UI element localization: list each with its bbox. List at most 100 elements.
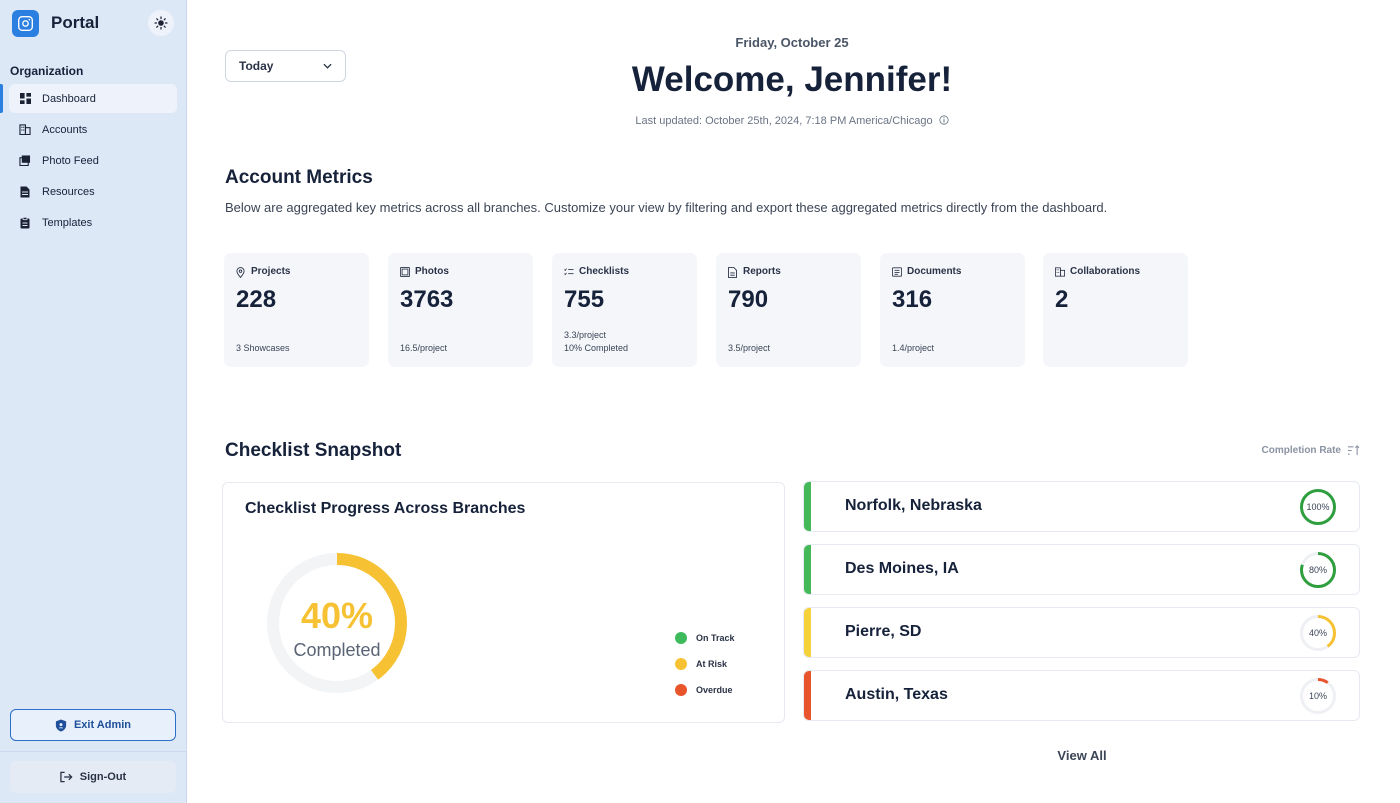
sidebar-item-label: Accounts [42, 123, 88, 136]
metric-card-collaborations[interactable]: Collaborations 2 [1043, 253, 1188, 367]
branch-percent: 100% [1306, 502, 1330, 512]
date-range-value: Today [239, 59, 274, 73]
status-bar [804, 608, 811, 657]
branch-row-pierre[interactable]: Pierre, SD 40% [803, 607, 1360, 658]
legend-dot [675, 658, 687, 670]
brand: Portal [12, 9, 174, 37]
sidebar-item-dashboard[interactable]: Dashboard [0, 84, 177, 113]
clipboard-icon [19, 216, 31, 229]
sign-out-label: Sign-Out [79, 771, 127, 783]
branch-row-norfolk[interactable]: Norfolk, Nebraska 100% [803, 481, 1360, 532]
grid-icon [19, 93, 31, 105]
divider [0, 751, 187, 752]
metric-card-reports[interactable]: Reports 790 3.5/project [716, 253, 861, 367]
sidebar-nav: Dashboard Accounts Photo Feed Resources … [0, 84, 187, 239]
branch-row-austin[interactable]: Austin, Texas 10% [803, 670, 1360, 721]
branch-percent: 80% [1308, 565, 1327, 575]
metric-sub-rate: 3.3/project [564, 330, 607, 340]
status-bar [804, 482, 811, 531]
document-icon [19, 186, 31, 198]
exit-admin-label: Exit Admin [73, 719, 132, 731]
branch-progress-ring [1300, 678, 1336, 714]
location-pin-icon [236, 266, 246, 278]
legend-item-on-track: On Track [675, 631, 735, 645]
section-label: Organization [10, 64, 84, 78]
page-title: Welcome, Jennifer! [631, 60, 953, 99]
portal-logo-icon [12, 9, 39, 37]
metric-value: 316 [892, 286, 933, 313]
building-icon [19, 124, 31, 136]
branch-name: Pierre, SD [845, 623, 922, 640]
metric-value: 3763 [400, 286, 454, 313]
last-updated-text: Last updated: October 25th, 2024, 7:18 P… [635, 115, 933, 127]
metric-sub: 16.5/project [400, 343, 448, 353]
metric-label: Reports [743, 266, 781, 277]
sidebar-item-resources[interactable]: Resources [9, 177, 177, 206]
branch-name: Norfolk, Nebraska [845, 497, 982, 514]
progress-card-title: Checklist Progress Across Branches [245, 500, 526, 517]
metric-label: Projects [251, 266, 291, 277]
report-icon [728, 266, 738, 278]
branch-name: Austin, Texas [845, 686, 948, 703]
checklist-icon [564, 267, 574, 277]
current-date: Friday, October 25 [735, 35, 849, 50]
metric-card-projects[interactable]: Projects 228 3 Showcases [224, 253, 369, 367]
view-all-link[interactable]: View All [1057, 748, 1107, 763]
status-legend: On Track At Risk Overdue [675, 631, 735, 709]
documents-icon [892, 266, 902, 277]
branch-percent: 10% [1308, 691, 1327, 701]
info-icon[interactable] [939, 115, 949, 125]
account-metrics-title: Account Metrics [225, 167, 373, 188]
metric-sub: 3 Showcases [236, 343, 290, 353]
branch-progress-ring [1300, 552, 1336, 588]
legend-dot [675, 632, 687, 644]
sidebar-item-accounts[interactable]: Accounts [9, 115, 177, 144]
legend-dot [675, 684, 687, 696]
status-bar [804, 671, 811, 720]
branch-progress-ring [1300, 489, 1336, 525]
completed-percent: 40% [300, 595, 374, 636]
metric-value: 790 [728, 286, 769, 313]
chevron-down-icon [323, 63, 332, 69]
sidebar-item-label: Resources [42, 185, 95, 198]
sidebar: Portal Organization Dashboard Accounts P… [0, 0, 187, 803]
building-icon [1055, 266, 1065, 277]
metric-label: Collaborations [1070, 266, 1141, 277]
sidebar-item-label: Dashboard [42, 92, 96, 105]
sort-icon [1348, 445, 1360, 456]
photos-icon [19, 155, 31, 167]
theme-toggle-button[interactable] [148, 10, 174, 36]
sidebar-item-templates[interactable]: Templates [9, 208, 177, 237]
metric-sub: 10% Completed [564, 343, 629, 353]
sidebar-item-photo-feed[interactable]: Photo Feed [9, 146, 177, 175]
legend-label: At Risk [696, 659, 728, 669]
metric-value: 228 [236, 286, 277, 313]
checklist-snapshot-title: Checklist Snapshot [225, 440, 402, 461]
donut-progress-arc [267, 553, 407, 693]
metric-label: Photos [415, 266, 449, 277]
metric-card-documents[interactable]: Documents 316 1.4/project [880, 253, 1025, 367]
exit-admin-button[interactable]: Exit Admin [10, 709, 176, 741]
branch-row-des-moines[interactable]: Des Moines, IA 80% [803, 544, 1360, 595]
metric-value: 755 [564, 286, 605, 313]
completed-label: Completed [293, 640, 381, 660]
metric-card-checklists[interactable]: Checklists 755 3.3/project 10% Completed [552, 253, 697, 367]
metric-value: 2 [1055, 286, 1069, 313]
metric-sub: 3.5/project [728, 343, 771, 353]
sort-completion-rate-button[interactable]: Completion Rate [1256, 445, 1360, 456]
sort-label: Completion Rate [1261, 445, 1341, 456]
branch-name: Des Moines, IA [845, 560, 959, 577]
legend-item-at-risk: At Risk [675, 657, 735, 671]
status-bar [804, 545, 811, 594]
metric-sub: 1.4/project [892, 343, 935, 353]
sun-icon [154, 16, 168, 30]
date-range-select[interactable]: Today [225, 50, 346, 82]
sign-out-button[interactable]: Sign-Out [10, 761, 176, 793]
legend-label: Overdue [696, 685, 733, 695]
metric-label: Checklists [579, 266, 630, 277]
legend-item-overdue: Overdue [675, 683, 735, 697]
completion-donut-chart [267, 553, 407, 693]
sidebar-item-label: Photo Feed [42, 154, 99, 167]
shield-icon [55, 718, 67, 732]
metric-card-photos[interactable]: Photos 3763 16.5/project [388, 253, 533, 367]
